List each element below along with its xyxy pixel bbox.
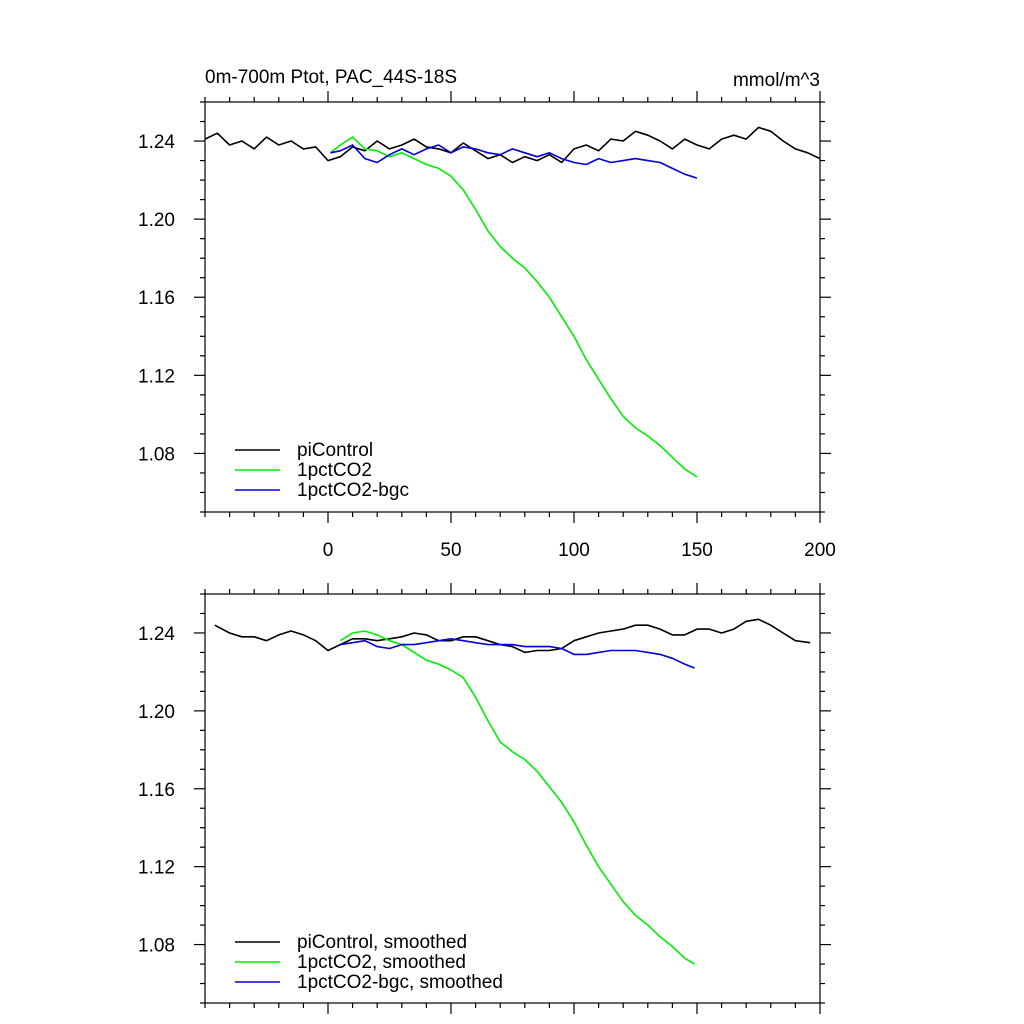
series-line-2 xyxy=(340,637,695,669)
y-tick-label: 1.16 xyxy=(138,780,175,801)
y-tick-label: 1.12 xyxy=(138,858,175,879)
y-tick-label: 1.16 xyxy=(138,288,175,309)
chart-title: 0m-700m Ptot, PAC_44S-18S xyxy=(205,67,457,88)
y-tick-label: 1.24 xyxy=(138,132,175,153)
axes-ticks: 1.08 1.12 1.16 1.20 1.24 xyxy=(138,583,831,1014)
plot-frame xyxy=(204,593,821,1004)
legend-label: 1pctCO2 xyxy=(297,460,372,481)
plot-frame xyxy=(204,101,821,513)
series-line-2 xyxy=(330,144,698,179)
series-line-1 xyxy=(330,136,698,478)
legend-label: piControl xyxy=(297,440,373,461)
y-tick-label: 1.08 xyxy=(138,444,175,465)
legend-label: piControl, smoothed xyxy=(297,932,467,953)
bottom-panel: 1.08 1.12 1.16 1.20 1.24 piControl, smoothed… xyxy=(138,583,831,1014)
x-tick-label: 200 xyxy=(804,540,836,561)
series-lines xyxy=(214,618,811,965)
x-tick-label: 0 xyxy=(323,540,334,561)
x-tick-label: 150 xyxy=(681,540,713,561)
legend-label: 1pctCO2-bgc, smoothed xyxy=(297,972,503,993)
series-line-1 xyxy=(339,630,695,965)
y-tick-label: 1.08 xyxy=(138,936,175,957)
top-panel: 0m-700m Ptot, PAC_44S-18S mmol/m^3 0 50 10… xyxy=(138,67,836,561)
y-tick-label: 1.20 xyxy=(138,702,175,723)
y-tick-label: 1.12 xyxy=(138,366,175,387)
x-tick-label: 50 xyxy=(440,540,461,561)
units-label: mmol/m^3 xyxy=(733,70,820,91)
series-lines xyxy=(204,126,821,478)
series-line-0 xyxy=(214,618,811,654)
legend-label: 1pctCO2, smoothed xyxy=(297,952,466,973)
y-tick-label: 1.20 xyxy=(138,210,175,231)
axes-ticks: 0 50 100 150 200 1.08 1.12 1.16 1.20 1.24 xyxy=(138,91,836,561)
y-tick-label: 1.24 xyxy=(138,624,175,645)
legend-label: 1pctCO2-bgc xyxy=(297,480,409,501)
series-line-0 xyxy=(204,126,821,164)
x-tick-label: 100 xyxy=(558,540,590,561)
